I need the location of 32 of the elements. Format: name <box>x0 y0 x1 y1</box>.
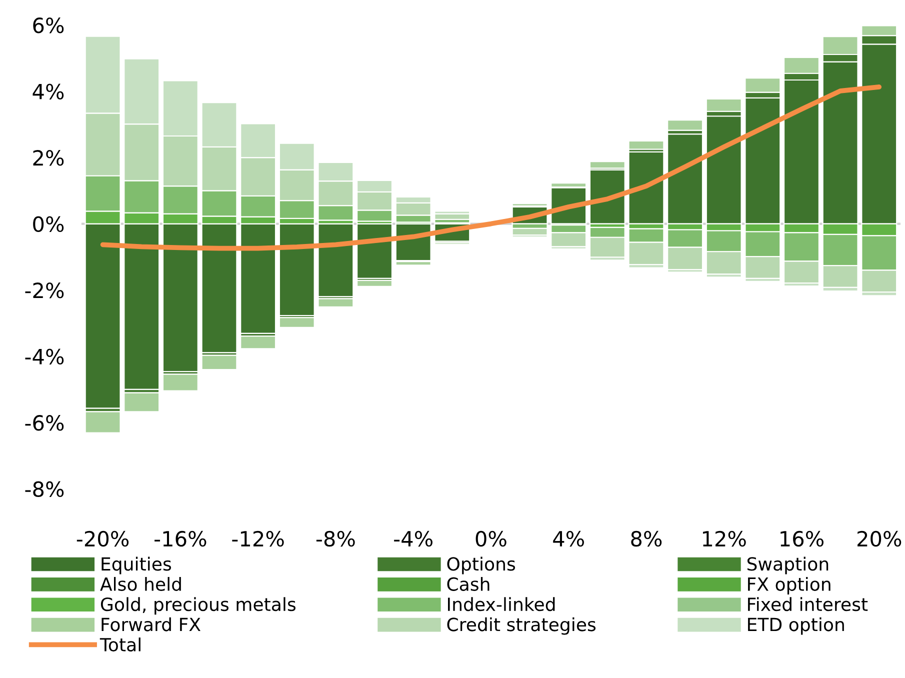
x-tick-label: -8% <box>316 530 355 547</box>
x-tick-label: -16% <box>154 530 206 547</box>
y-tick-label: -2% <box>25 282 64 298</box>
legend-label: Total <box>100 638 140 652</box>
x-tick-label: 0% <box>476 530 506 547</box>
y-tick-label: 0% <box>33 216 64 232</box>
legend-label: Forward FX <box>102 617 200 632</box>
y-tick-label: 6% <box>33 17 64 34</box>
x-tick-label: -12% <box>232 530 284 547</box>
legend-label: Options <box>447 556 516 574</box>
legend-label: Equities <box>102 556 172 574</box>
y-tick-label: -4% <box>25 348 64 365</box>
legend-label: Fixed interest <box>748 597 868 612</box>
x-tick-label: 12% <box>702 530 746 547</box>
legend-label: Gold, precious metals <box>100 597 296 615</box>
x-tick-label: -20% <box>76 530 129 547</box>
y-tick-label: -8% <box>25 481 64 498</box>
y-tick-label: 2% <box>33 150 64 166</box>
legend-label: Cash <box>447 576 490 591</box>
x-tick-label: 8% <box>631 530 662 547</box>
legend-label: Also held <box>100 576 181 591</box>
y-tick-label: -6% <box>25 415 64 431</box>
x-tick-label: 20% <box>858 530 902 547</box>
legend-label: Credit strategies <box>447 617 596 635</box>
x-tick-label: 16% <box>780 530 824 547</box>
y-tick-label: 4% <box>32 84 64 100</box>
legend-label: Index-linked <box>448 597 555 612</box>
x-tick-label: 4% <box>553 530 584 547</box>
legend-label: Swaption <box>747 556 828 574</box>
legend-label: FX option <box>748 576 830 594</box>
legend-label: ETD option <box>748 617 844 635</box>
x-tick-label: -4% <box>394 530 432 547</box>
